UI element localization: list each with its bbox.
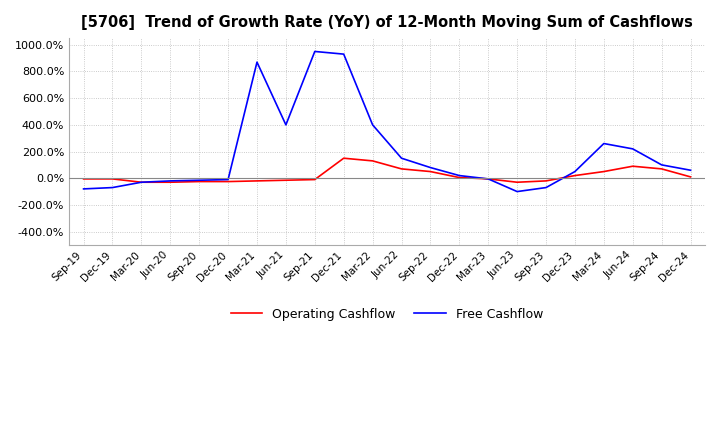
Operating Cashflow: [513, 180, 521, 185]
Operating Cashflow: [541, 178, 550, 183]
Operating Cashflow: [339, 156, 348, 161]
Free Cashflow: [397, 156, 406, 161]
Operating Cashflow: [455, 175, 464, 180]
Free Cashflow: [455, 173, 464, 178]
Operating Cashflow: [79, 176, 88, 182]
Free Cashflow: [426, 165, 435, 170]
Free Cashflow: [369, 122, 377, 128]
Operating Cashflow: [137, 180, 145, 185]
Title: [5706]  Trend of Growth Rate (YoY) of 12-Month Moving Sum of Cashflows: [5706] Trend of Growth Rate (YoY) of 12-…: [81, 15, 693, 30]
Operating Cashflow: [600, 169, 608, 174]
Operating Cashflow: [166, 180, 174, 185]
Free Cashflow: [484, 176, 492, 182]
Operating Cashflow: [282, 178, 290, 183]
Free Cashflow: [224, 177, 233, 182]
Operating Cashflow: [629, 164, 637, 169]
Free Cashflow: [600, 141, 608, 146]
Operating Cashflow: [484, 176, 492, 182]
Free Cashflow: [79, 186, 88, 191]
Operating Cashflow: [397, 166, 406, 172]
Free Cashflow: [310, 49, 319, 54]
Operating Cashflow: [253, 178, 261, 183]
Operating Cashflow: [686, 174, 695, 180]
Operating Cashflow: [108, 176, 117, 182]
Operating Cashflow: [195, 179, 204, 184]
Operating Cashflow: [310, 177, 319, 182]
Operating Cashflow: [571, 173, 580, 178]
Free Cashflow: [108, 185, 117, 190]
Free Cashflow: [541, 185, 550, 190]
Legend: Operating Cashflow, Free Cashflow: Operating Cashflow, Free Cashflow: [226, 303, 548, 326]
Free Cashflow: [686, 168, 695, 173]
Free Cashflow: [571, 169, 580, 174]
Free Cashflow: [137, 180, 145, 185]
Operating Cashflow: [369, 158, 377, 164]
Free Cashflow: [513, 189, 521, 194]
Free Cashflow: [195, 178, 204, 183]
Free Cashflow: [253, 59, 261, 65]
Operating Cashflow: [657, 166, 666, 172]
Free Cashflow: [166, 178, 174, 183]
Line: Operating Cashflow: Operating Cashflow: [84, 158, 690, 182]
Line: Free Cashflow: Free Cashflow: [84, 51, 690, 191]
Free Cashflow: [629, 146, 637, 151]
Free Cashflow: [339, 51, 348, 57]
Operating Cashflow: [224, 179, 233, 184]
Operating Cashflow: [426, 169, 435, 174]
Free Cashflow: [282, 122, 290, 128]
Free Cashflow: [657, 162, 666, 168]
